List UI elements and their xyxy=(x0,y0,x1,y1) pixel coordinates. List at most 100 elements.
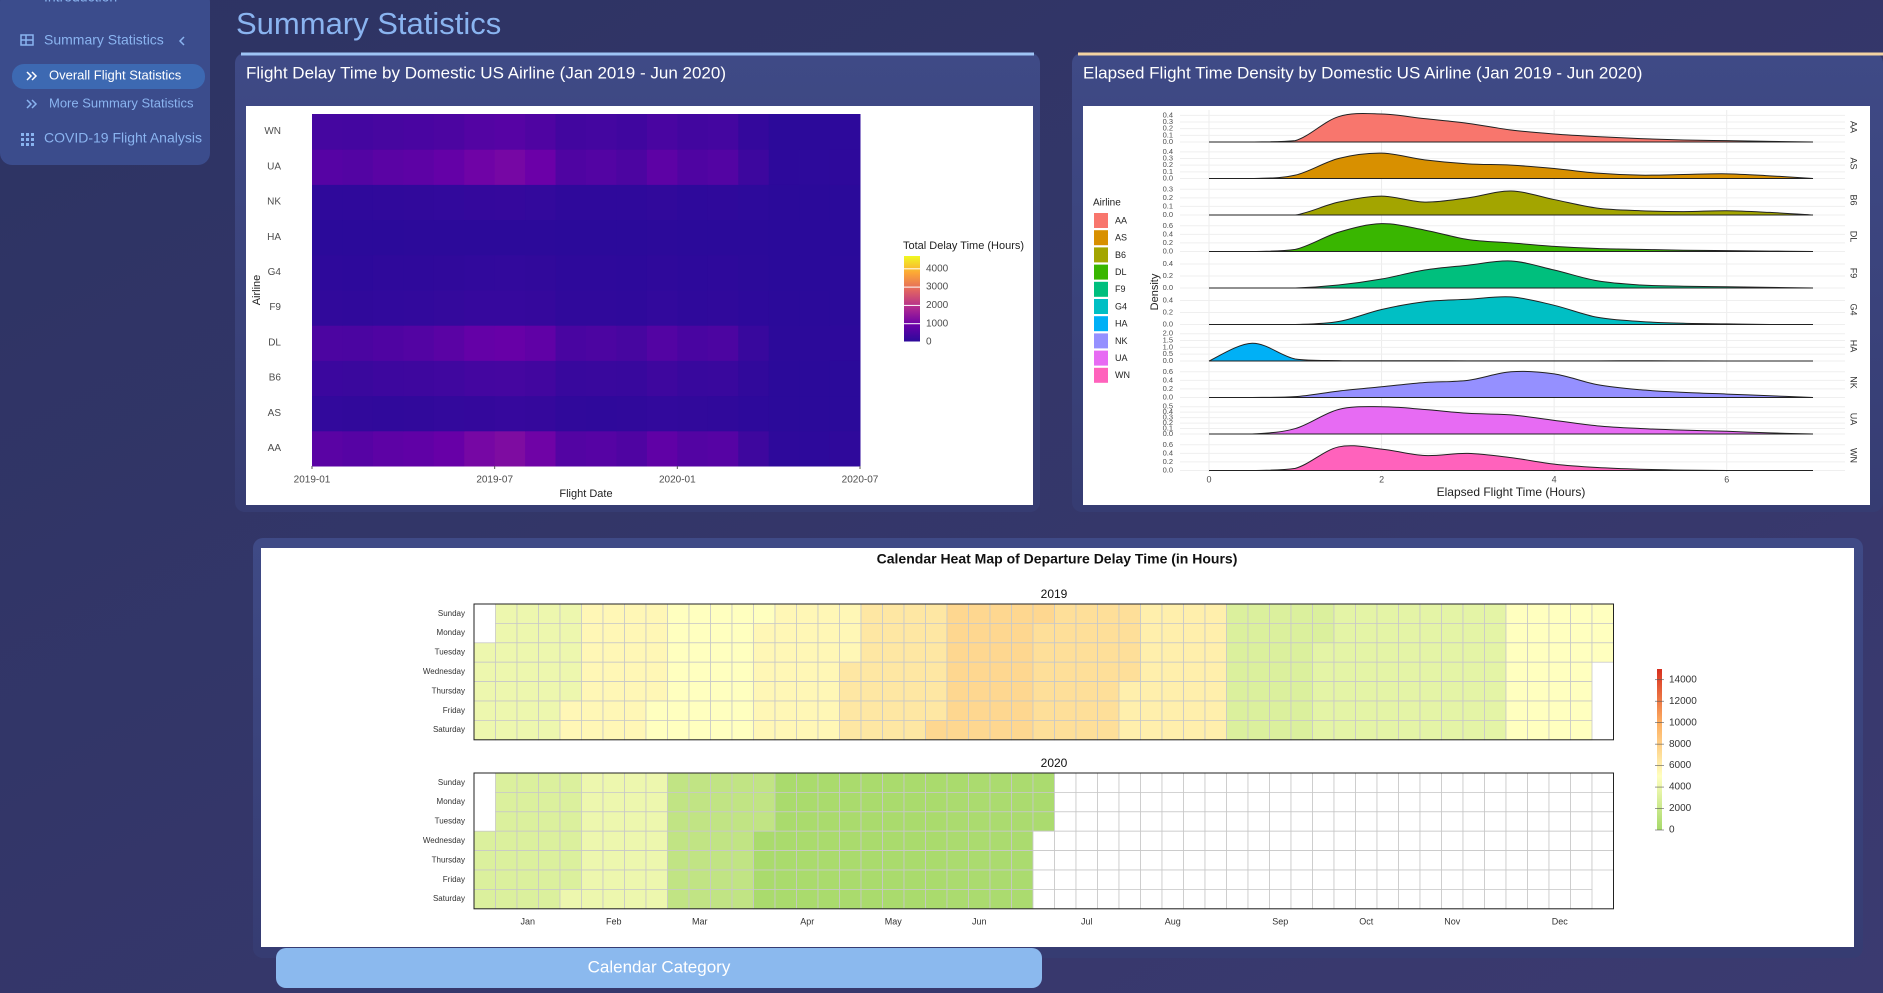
empty-day xyxy=(1376,850,1399,871)
nav-item[interactable]: More Summary Statistics xyxy=(49,95,194,110)
nav-item[interactable]: Overall Flight Statistics xyxy=(49,67,182,82)
day-cell xyxy=(473,642,496,663)
day-cell xyxy=(1183,603,1206,624)
day-cell xyxy=(495,603,518,624)
day-cell xyxy=(753,623,776,644)
weekday-label: Tuesday xyxy=(435,648,465,657)
day-cell xyxy=(731,642,754,663)
colorbar-label: 0 xyxy=(926,337,932,348)
day-cell xyxy=(968,681,991,702)
empty-day xyxy=(1290,811,1313,832)
empty-day xyxy=(1505,792,1528,813)
empty-day xyxy=(1269,889,1292,910)
day-cell xyxy=(710,830,733,852)
colorbar-label: 14000 xyxy=(1669,674,1697,685)
day-cell xyxy=(667,811,690,832)
heat-cell xyxy=(738,395,770,432)
heat-cell xyxy=(555,290,587,326)
heat-cell xyxy=(707,430,739,467)
heat-cell xyxy=(768,395,800,432)
day-cell xyxy=(946,850,969,871)
day-cell xyxy=(1226,623,1249,644)
day-cell xyxy=(1290,700,1313,721)
y-tick-label: AS xyxy=(268,408,282,419)
nav-item[interactable]: COVID-19 Flight Analysis xyxy=(44,130,202,146)
empty-day xyxy=(1419,772,1442,793)
day-cell xyxy=(667,603,690,624)
day-cell xyxy=(1527,623,1550,644)
heat-cell xyxy=(768,114,800,150)
day-cell xyxy=(1312,603,1335,624)
x-tick-label: 2019-01 xyxy=(294,475,331,486)
x-axis-label: Elapsed Flight Time (Hours) xyxy=(1437,485,1586,499)
heat-cell xyxy=(525,395,557,432)
collapse-icon[interactable] xyxy=(178,36,185,46)
day-cell xyxy=(624,642,647,663)
empty-day xyxy=(1570,889,1593,910)
day-cell xyxy=(1441,623,1464,644)
day-cell xyxy=(710,850,733,871)
day-cell xyxy=(1290,681,1313,702)
day-cell xyxy=(968,850,991,871)
day-cell xyxy=(710,889,733,910)
y-tick-label: 0.4 xyxy=(1163,229,1173,238)
day-cell xyxy=(1140,700,1163,721)
y-tick-label: 0.2 xyxy=(1163,457,1173,466)
day-cell xyxy=(1398,661,1421,683)
day-cell xyxy=(667,772,690,793)
heat-cell xyxy=(494,360,526,397)
day-cell xyxy=(946,661,969,683)
y-tick-label: 0.5 xyxy=(1163,349,1173,358)
colorbar-label: 3000 xyxy=(926,282,949,293)
day-cell xyxy=(624,792,647,813)
day-cell xyxy=(731,830,754,852)
strip-label: G4 xyxy=(1849,303,1859,315)
x-tick-label: 2020-07 xyxy=(842,475,879,486)
heat-cell xyxy=(616,290,648,326)
heat-cell xyxy=(646,254,678,291)
empty-day xyxy=(1075,869,1098,890)
empty-day xyxy=(1118,830,1141,852)
heat-cell xyxy=(464,114,496,150)
day-cell xyxy=(1548,623,1571,644)
heat-cell xyxy=(494,254,526,291)
empty-day xyxy=(1333,772,1356,793)
day-cell xyxy=(1226,642,1249,663)
day-cell xyxy=(1484,720,1507,741)
day-cell xyxy=(1484,681,1507,702)
day-cell xyxy=(645,661,668,683)
day-cell xyxy=(1570,603,1593,624)
button[interactable] xyxy=(276,948,1042,988)
day-cell xyxy=(495,681,518,702)
day-cell xyxy=(667,792,690,813)
day-cell xyxy=(1161,642,1184,663)
day-cell xyxy=(839,720,862,741)
day-cell xyxy=(903,811,926,832)
day-cell xyxy=(1226,700,1249,721)
day-cell xyxy=(1161,681,1184,702)
button-label[interactable]: Calendar Category xyxy=(588,957,731,976)
day-cell xyxy=(1118,642,1141,663)
nav-item[interactable]: Introduction xyxy=(44,0,117,5)
empty-day xyxy=(1247,869,1270,890)
day-cell xyxy=(473,720,496,741)
day-cell xyxy=(1355,720,1378,741)
heat-cell xyxy=(372,254,404,291)
strip-label: F9 xyxy=(1849,268,1859,279)
empty-day xyxy=(1548,772,1571,793)
heat-cell xyxy=(525,254,557,291)
day-cell xyxy=(989,772,1012,793)
heat-cell xyxy=(586,395,617,432)
day-cell xyxy=(602,830,625,852)
day-cell xyxy=(1462,623,1485,644)
day-cell xyxy=(903,792,926,813)
day-cell xyxy=(1419,603,1442,624)
nav-item[interactable]: Summary Statistics xyxy=(44,32,164,48)
calendar-frame xyxy=(473,603,1614,741)
day-cell xyxy=(882,720,905,741)
day-cell xyxy=(1054,700,1077,721)
density-area xyxy=(1209,190,1814,216)
y-tick-label: 0.1 xyxy=(1163,167,1173,176)
day-cell xyxy=(860,623,883,644)
heat-cell xyxy=(677,290,709,326)
